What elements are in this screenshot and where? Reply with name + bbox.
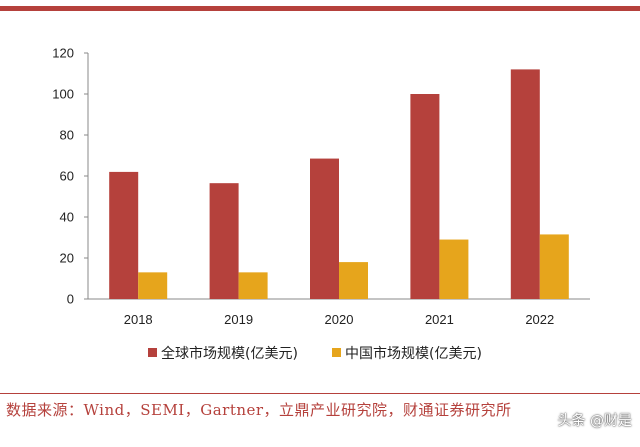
- bar-global-2018: [109, 171, 139, 299]
- top-accent-bar: [0, 6, 640, 11]
- bar-global-2022: [510, 69, 540, 300]
- x-tick-label: 2021: [425, 312, 454, 327]
- bar-china-2019: [238, 272, 268, 299]
- footer-rule: [0, 393, 640, 394]
- bar-global-2019: [209, 183, 239, 299]
- y-tick-label: 0: [67, 292, 74, 307]
- bar-china-2020: [339, 262, 368, 299]
- x-axis-labels: 2018 2019 2020 2021 2022: [124, 312, 555, 327]
- bar-china-2022: [539, 234, 569, 299]
- x-tick-label: 2020: [325, 312, 354, 327]
- x-tick-label: 2022: [525, 312, 554, 327]
- source-note: 数据来源：Wind，SEMI，Gartner，立鼎产业研究院，财通证券研究所: [6, 401, 512, 419]
- watermark: 头条 @财是: [557, 413, 632, 429]
- legend-label-global: 全球市场规模(亿美元): [161, 345, 298, 362]
- chart-bars: [109, 69, 569, 300]
- y-tick-label: 20: [60, 251, 74, 266]
- chart-legend: 全球市场规模(亿美元) 中国市场规模(亿美元): [148, 345, 482, 362]
- y-tick-label: 100: [52, 87, 74, 102]
- y-tick-label: 60: [60, 169, 74, 184]
- bar-global-2021: [410, 94, 440, 299]
- bar-global-2020: [310, 158, 339, 299]
- bar-china-2021: [439, 239, 469, 299]
- bar-chart: 0 20 40 60 80 100 120 2018 2019 2020 2021 2022 全球市…: [52, 46, 590, 362]
- y-tick-label: 40: [60, 210, 74, 225]
- y-tick-label: 80: [60, 128, 74, 143]
- legend-label-china: 中国市场规模(亿美元): [345, 345, 482, 362]
- legend-swatch-china: [332, 348, 341, 357]
- x-tick-label: 2019: [224, 312, 253, 327]
- x-tick-label: 2018: [124, 312, 153, 327]
- y-tick-label: 120: [52, 46, 74, 61]
- bar-china-2018: [138, 272, 168, 299]
- chart-axes: 0 20 40 60 80 100 120: [52, 46, 590, 307]
- legend-swatch-global: [148, 348, 157, 357]
